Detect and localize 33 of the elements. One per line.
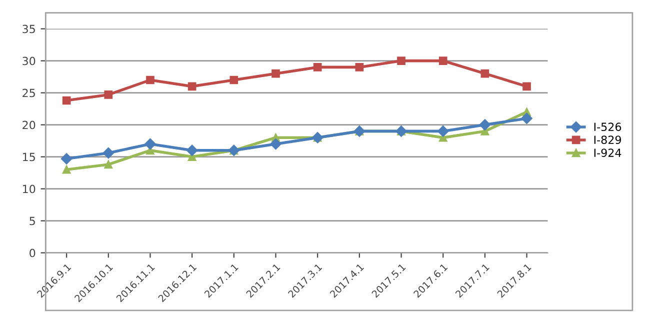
point <box>102 147 114 159</box>
point <box>480 69 490 78</box>
legend-label: I-526 <box>594 122 622 132</box>
legend-label: I-924 <box>594 148 622 157</box>
point <box>397 56 406 65</box>
y-tick-label: 20 <box>22 120 36 130</box>
point <box>146 76 154 84</box>
point <box>479 119 491 130</box>
point <box>270 138 282 150</box>
point <box>60 153 72 164</box>
point <box>62 96 71 105</box>
y-tick-label: 30 <box>22 56 36 66</box>
y-tick-label: 25 <box>22 88 35 98</box>
y-tick-label: 35 <box>22 24 35 34</box>
point <box>144 138 156 150</box>
y-tick-label: 5 <box>30 216 35 226</box>
point <box>104 160 113 169</box>
point <box>62 165 71 174</box>
y-tick-label: 0 <box>30 248 36 258</box>
point <box>104 90 113 99</box>
point <box>188 82 196 91</box>
point <box>355 63 364 72</box>
point <box>437 126 449 137</box>
point <box>521 112 532 124</box>
y-tick-label: 10 <box>23 184 36 194</box>
y-tick-label: 15 <box>23 152 35 162</box>
point <box>313 63 322 72</box>
point <box>438 56 448 65</box>
point <box>230 76 238 84</box>
point <box>522 82 531 91</box>
point <box>272 69 280 78</box>
point <box>186 144 198 156</box>
legend-label: I-829 <box>594 136 621 144</box>
